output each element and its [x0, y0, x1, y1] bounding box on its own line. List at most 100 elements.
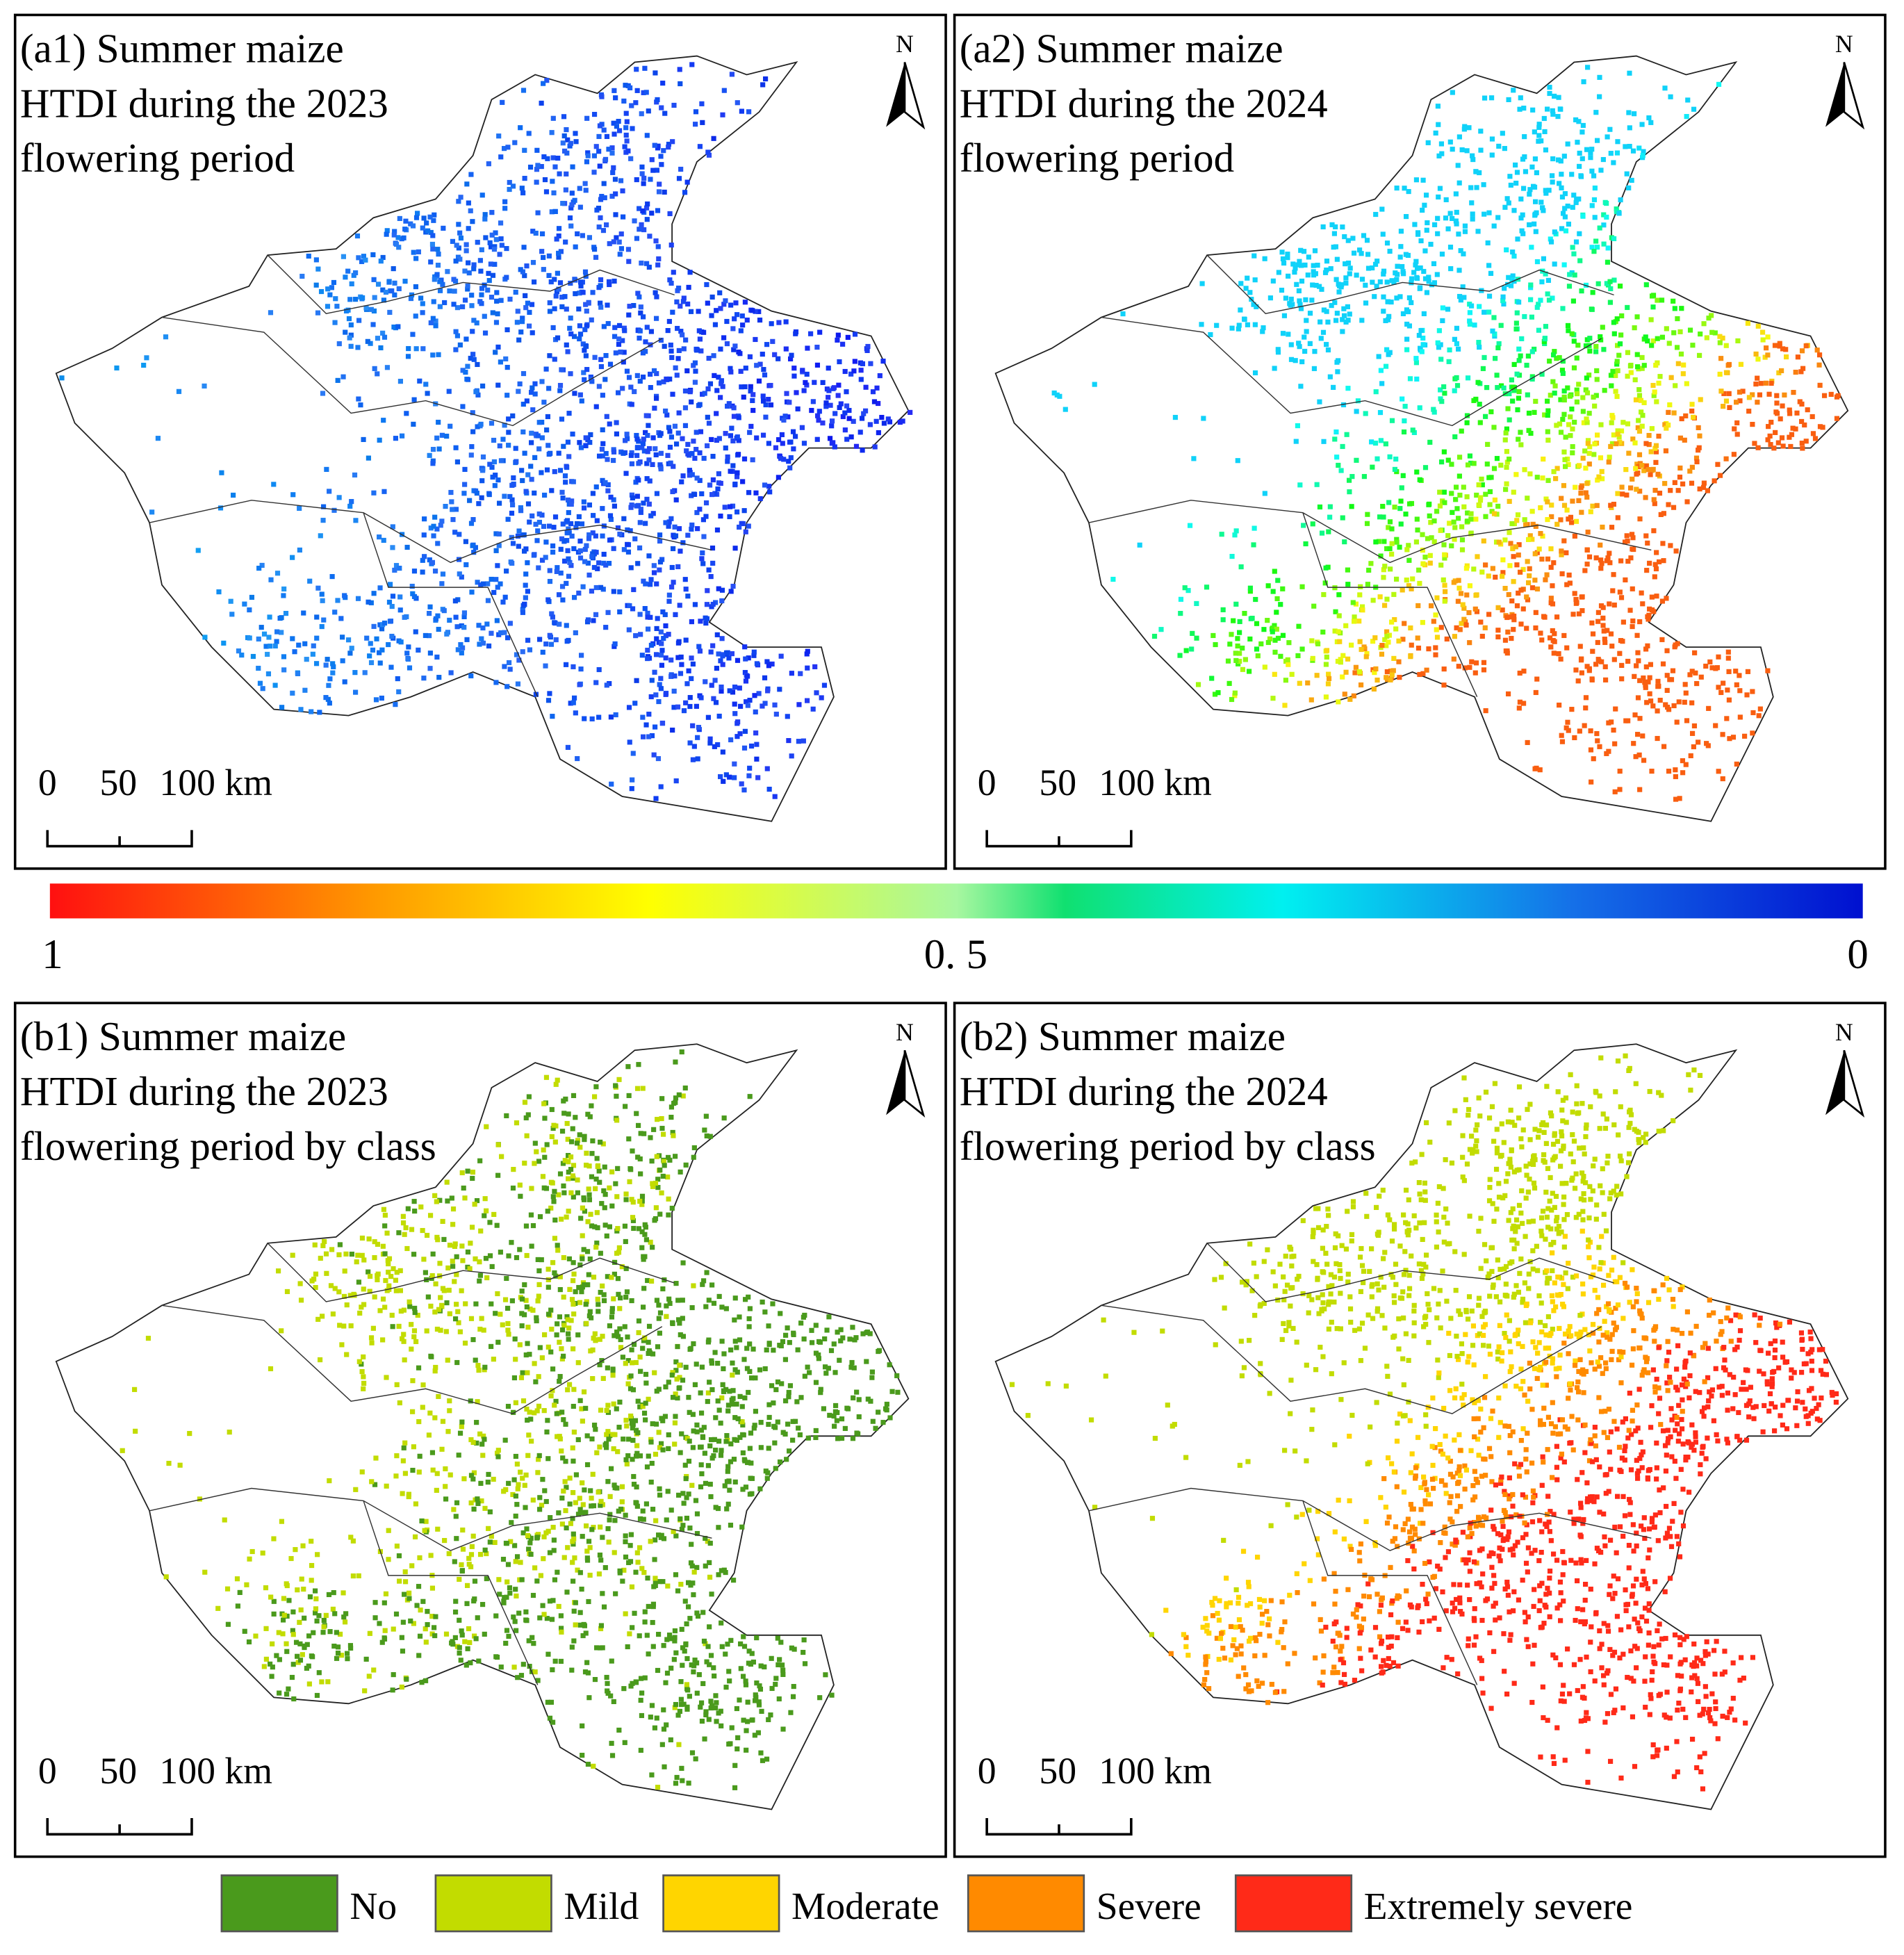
- raster-cell: [504, 245, 509, 252]
- raster-cell: [502, 199, 508, 204]
- raster-cell: [1646, 679, 1651, 685]
- raster-cell: [539, 249, 545, 254]
- raster-cell: [502, 1437, 508, 1443]
- raster-cell: [1689, 408, 1695, 414]
- raster-cell: [450, 1263, 456, 1269]
- raster-cell: [564, 306, 569, 312]
- raster-cell: [568, 331, 574, 336]
- raster-cell: [666, 1633, 673, 1638]
- raster-cell: [678, 329, 684, 334]
- raster-cell: [732, 546, 738, 551]
- raster-cell: [552, 469, 557, 475]
- raster-cell: [566, 497, 571, 503]
- raster-cell: [1248, 616, 1254, 621]
- raster-cell: [780, 441, 785, 446]
- raster-cell: [1488, 270, 1494, 276]
- raster-cell: [1374, 284, 1379, 289]
- raster-cell: [611, 497, 616, 502]
- raster-cell: [386, 1528, 391, 1533]
- raster-cell: [754, 756, 760, 762]
- raster-cell: [522, 1482, 527, 1488]
- raster-cell: [1755, 323, 1761, 329]
- raster-cell: [695, 756, 700, 762]
- raster-cell: [1491, 511, 1497, 516]
- raster-cell: [683, 337, 689, 343]
- raster-cell: [1651, 393, 1657, 398]
- raster-cell: [1378, 368, 1384, 373]
- raster-cell: [1286, 640, 1292, 646]
- raster-cell: [1648, 472, 1653, 477]
- raster-cell: [1235, 643, 1240, 649]
- raster-cell: [734, 434, 740, 440]
- raster-cell: [380, 254, 386, 261]
- raster-cell: [1247, 669, 1252, 674]
- raster-cell: [603, 352, 609, 359]
- raster-cell: [676, 285, 682, 291]
- raster-cell: [1473, 396, 1479, 402]
- raster-cell: [490, 310, 495, 316]
- raster-cell: [760, 82, 766, 88]
- raster-cell: [826, 1314, 832, 1320]
- raster-cell: [1643, 334, 1648, 340]
- raster-cell: [1454, 375, 1459, 381]
- raster-cell: [1452, 434, 1458, 440]
- raster-cell: [1610, 368, 1616, 374]
- raster-cell: [1393, 456, 1399, 462]
- raster-cell: [1364, 238, 1370, 243]
- raster-cell: [270, 1641, 275, 1646]
- raster-cell: [1424, 227, 1429, 233]
- raster-cell: [1358, 584, 1363, 589]
- raster-cell: [335, 598, 340, 603]
- raster-cell: [1274, 596, 1280, 602]
- raster-cell: [641, 578, 646, 584]
- raster-cell: [646, 501, 652, 507]
- raster-cell: [1652, 501, 1657, 507]
- raster-cell: [627, 739, 632, 745]
- raster-cell: [272, 643, 278, 649]
- raster-cell: [1359, 251, 1364, 256]
- raster-cell: [1750, 710, 1756, 716]
- raster-cell: [1661, 744, 1667, 749]
- raster-cell: [611, 449, 617, 455]
- raster-cell: [611, 589, 616, 594]
- raster-cell: [1574, 387, 1579, 393]
- raster-cell: [663, 623, 668, 629]
- raster-cell: [801, 388, 807, 393]
- raster-cell: [1630, 476, 1635, 482]
- raster-cell: [1374, 456, 1380, 461]
- raster-cell: [1550, 111, 1556, 117]
- raster-cell: [614, 420, 619, 425]
- raster-cell: [582, 1282, 587, 1288]
- raster-cell: [1491, 466, 1497, 471]
- raster-cell: [399, 1684, 404, 1690]
- raster-cell: [621, 547, 627, 553]
- raster-cell: [682, 405, 689, 411]
- raster-cell: [627, 304, 632, 309]
- raster-cell: [1439, 151, 1445, 156]
- raster-cell: [345, 307, 351, 313]
- raster-cell: [666, 632, 671, 637]
- raster-cell: [754, 661, 760, 666]
- raster-cell: [639, 1245, 645, 1250]
- raster-cell: [642, 65, 648, 71]
- raster-cell: [1600, 623, 1606, 628]
- scale-label: 50: [99, 762, 137, 803]
- raster-cell: [1416, 332, 1422, 338]
- raster-cell: [1511, 388, 1517, 393]
- raster-cell: [583, 343, 589, 349]
- raster-cell: [340, 635, 345, 640]
- raster-cell: [673, 365, 678, 370]
- raster-cell: [265, 671, 272, 677]
- raster-cell: [1510, 384, 1516, 390]
- raster-cell: [397, 1288, 403, 1293]
- raster-cell: [1245, 322, 1251, 327]
- raster-cell: [516, 388, 521, 394]
- raster-cell: [1598, 557, 1604, 563]
- raster-cell: [786, 737, 791, 744]
- raster-cell: [1438, 625, 1444, 630]
- raster-cell: [412, 1305, 418, 1311]
- raster-cell: [1543, 271, 1548, 277]
- raster-cell: [585, 617, 591, 623]
- raster-cell: [1495, 634, 1501, 639]
- raster-cell: [1472, 670, 1478, 676]
